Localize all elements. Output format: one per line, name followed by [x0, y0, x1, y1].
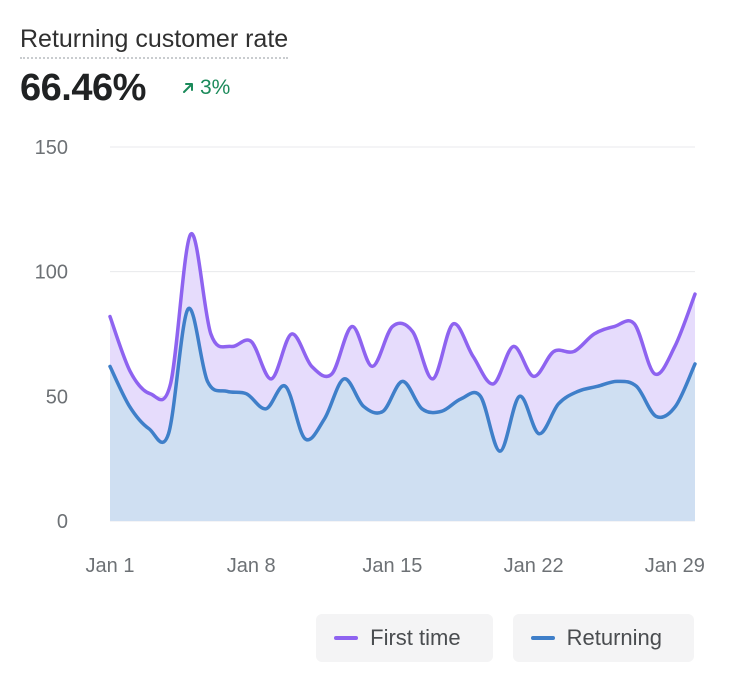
y-tick-label: 100	[35, 262, 68, 284]
x-tick-label: Jan 15	[362, 555, 422, 577]
metric-change-value: 3%	[200, 76, 231, 99]
metric-change: 3%	[182, 76, 230, 100]
legend-swatch-first-time	[334, 636, 359, 640]
metric-label[interactable]: Returning customer rate	[20, 24, 289, 59]
legend-label-first-time: First time	[370, 625, 461, 650]
x-tick-label: Jan 8	[227, 555, 276, 577]
y-tick-label: 150	[35, 137, 68, 159]
x-tick-label: Jan 1	[86, 555, 135, 577]
x-tick-label: Jan 29	[645, 555, 705, 577]
legend-swatch-returning	[530, 636, 555, 640]
area-returning	[110, 308, 695, 521]
y-tick-label: 0	[57, 511, 68, 533]
legend-label-returning: Returning	[566, 625, 662, 650]
line-first-time	[108, 232, 697, 402]
y-tick-label: 50	[46, 386, 68, 408]
legend-item-first-time[interactable]: First time	[316, 614, 493, 662]
arrow-up-right-icon	[182, 82, 194, 94]
legend-item-returning[interactable]: Returning	[512, 614, 694, 662]
chart-legend: First time Returning	[316, 614, 694, 662]
metric-value: 66.46%	[20, 67, 146, 109]
area-chart: 0 50 100 150 Jan 1 Jan 8 Jan 15 Jan 22 Jan 29	[35, 137, 705, 577]
line-returning	[108, 306, 697, 453]
x-tick-label: Jan 22	[504, 555, 564, 577]
